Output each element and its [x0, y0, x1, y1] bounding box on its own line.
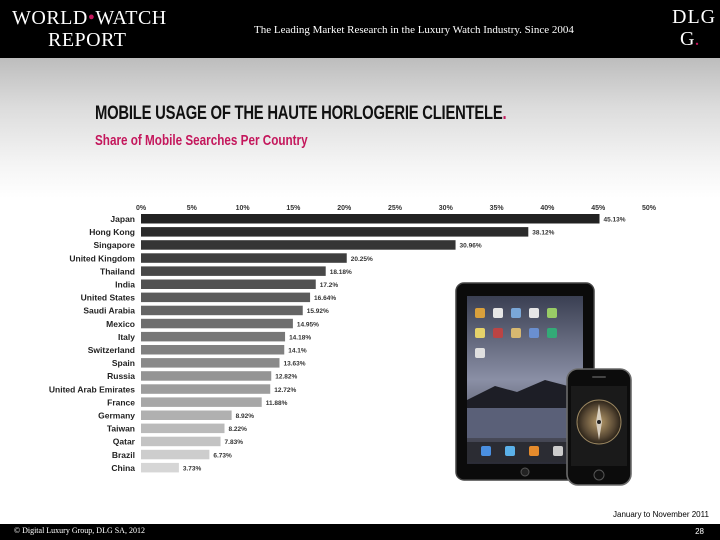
category-label: Singapore	[93, 240, 135, 250]
category-label: United Kingdom	[69, 253, 135, 263]
x-tick-label: 5%	[187, 205, 198, 212]
category-label: China	[111, 463, 135, 473]
value-label: 18.18%	[330, 269, 352, 276]
page-number: 28	[695, 527, 704, 536]
bar	[141, 227, 529, 237]
bar	[141, 305, 303, 316]
logo-watch: Watch	[95, 7, 167, 29]
title-dot: .	[502, 103, 507, 124]
bar	[141, 436, 221, 447]
category-label: Russia	[107, 371, 135, 381]
category-label: Italy	[118, 332, 135, 342]
ipad-image	[455, 282, 595, 481]
logo-report: Report	[48, 29, 127, 51]
logo-world: World	[12, 7, 88, 29]
x-tick-label: 10%	[236, 205, 251, 212]
value-label: 20.25%	[351, 256, 373, 263]
category-label: Qatar	[113, 437, 136, 447]
header-gradient-band	[0, 58, 720, 198]
bar	[141, 384, 271, 394]
bar	[141, 423, 225, 434]
x-tick-label: 30%	[439, 205, 454, 212]
bar	[141, 358, 280, 368]
copyright-text: © Digital Luxury Group, DLG SA, 2012	[14, 526, 145, 535]
bar	[141, 410, 232, 420]
value-label: 15.92%	[307, 308, 329, 315]
category-label: India	[115, 280, 135, 290]
dlg-logo-g: G	[680, 28, 695, 50]
category-label: France	[107, 397, 135, 407]
category-label: Spain	[112, 358, 135, 368]
bar	[141, 253, 347, 263]
bar	[141, 462, 179, 473]
value-label: 13.63%	[283, 361, 305, 368]
value-label: 12.82%	[275, 374, 297, 381]
category-label: Saudi Arabia	[83, 306, 135, 316]
category-label: Taiwan	[107, 424, 135, 434]
value-label: 38.12%	[532, 230, 554, 237]
x-tick-label: 50%	[642, 205, 657, 212]
value-label: 17.2%	[320, 282, 339, 289]
bar	[141, 279, 316, 289]
category-label: Switzerland	[88, 345, 135, 355]
bar	[141, 449, 210, 460]
bar-chart: 0% 5% 10% 15% 20% 25% 30% 35% 40% 45% 50% Japan 45.1…	[49, 205, 657, 473]
value-label: 6.73%	[213, 452, 232, 459]
category-label: Brazil	[112, 450, 135, 460]
bar	[141, 397, 262, 407]
bar	[141, 292, 311, 303]
bar	[141, 345, 285, 355]
x-tick-label: 20%	[337, 205, 352, 212]
bar	[141, 318, 293, 329]
value-label: 12.72%	[274, 387, 296, 394]
bar	[141, 240, 456, 250]
value-label: 16.64%	[314, 295, 336, 302]
date-range-note: January to November 2011	[613, 510, 709, 519]
bar	[141, 214, 600, 224]
world-watch-logo: World•Watch	[12, 7, 167, 29]
header-tagline: The Leading Market Research in the Luxur…	[254, 24, 574, 36]
value-label: 8.22%	[229, 426, 248, 433]
category-label: Japan	[110, 214, 135, 224]
x-tick-label: 35%	[490, 205, 505, 212]
category-label: Hong Kong	[89, 227, 135, 237]
value-label: 14.95%	[297, 321, 319, 328]
bar	[141, 331, 286, 342]
x-tick-label: 15%	[286, 205, 301, 212]
slide-title-text: MOBILE USAGE OF THE HAUTE HORLOGERIE CLI…	[95, 103, 503, 124]
x-tick-label: 0%	[136, 205, 147, 212]
category-label: Germany	[98, 411, 135, 421]
dlg-logo-line2: G.	[680, 28, 700, 50]
header-bar: World•Watch Report The Leading Market Re…	[0, 0, 720, 58]
value-label: 8.92%	[236, 413, 255, 420]
value-label: 3.73%	[183, 465, 202, 472]
value-label: 14.1%	[288, 348, 307, 355]
category-label: Thailand	[100, 266, 135, 276]
value-label: 30.96%	[460, 243, 482, 250]
category-label: Mexico	[106, 319, 135, 329]
category-label: United States	[81, 293, 136, 303]
slide-subtitle: Share of Mobile Searches Per Country	[95, 132, 308, 149]
iphone-image	[566, 368, 632, 486]
value-label: 45.13%	[604, 217, 626, 224]
category-label: United Arab Emirates	[49, 384, 135, 394]
x-tick-label: 40%	[540, 205, 555, 212]
bar	[141, 266, 326, 276]
x-tick-label: 25%	[388, 205, 403, 212]
value-label: 14.18%	[289, 334, 311, 341]
x-tick-label: 45%	[591, 205, 606, 212]
slide-title: MOBILE USAGE OF THE HAUTE HORLOGERIE CLI…	[95, 103, 507, 125]
footer-bar: © Digital Luxury Group, DLG SA, 2012 28	[0, 524, 720, 540]
value-label: 11.88%	[266, 400, 288, 407]
bar	[141, 371, 272, 381]
value-label: 7.83%	[225, 439, 244, 446]
dlg-logo-line1: DLG	[672, 6, 717, 28]
